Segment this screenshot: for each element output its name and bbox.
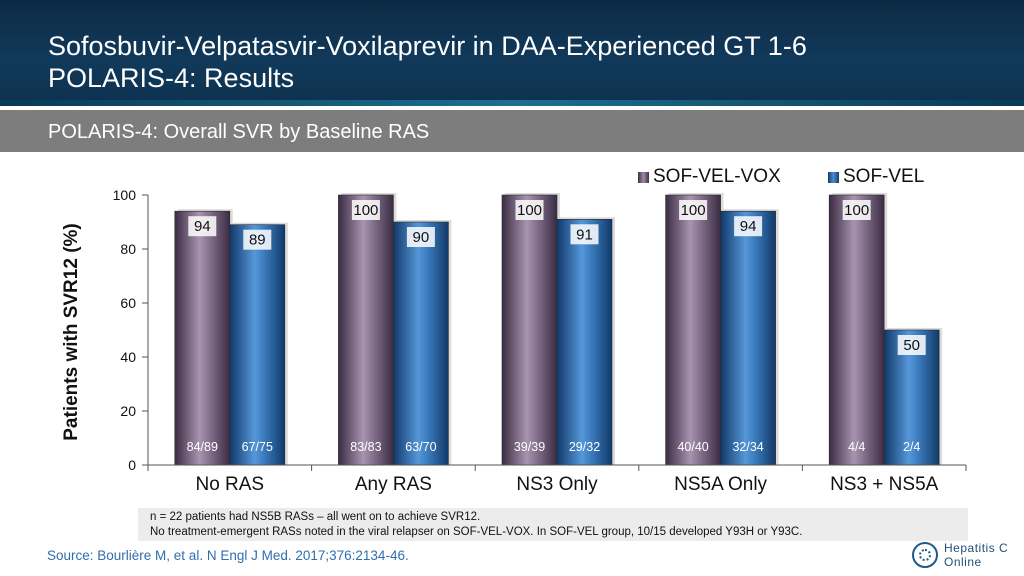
data-label-count: 32/34 [732,440,763,454]
x-tick-label: Any RAS [355,474,432,495]
bar-sof-vel-vox-ns3-only [501,194,558,466]
y-tick-label: 60 [120,295,136,311]
y-tick-label: 100 [113,187,137,203]
data-label-bg [679,200,708,220]
legend-label-sof-vel-vox: SOF-VEL-VOX [653,166,781,187]
footnote-line2: No treatment-emergent RASs noted in the … [150,526,803,538]
page-title-line1: Sofosbuvir-Velpatasvir-Voxilaprevir in D… [48,31,807,61]
bar-sof-vel-vox-ns5a-only [665,194,721,466]
bar-sof-vel-ns3-only [556,219,613,466]
x-tick-label: NS3 Only [516,474,598,495]
legend-item-sof-vel-vox: SOF-VEL-VOX [638,166,781,188]
data-label-value: 100 [353,202,378,219]
source-citation: Source: Bourlière M, et al. N Engl J Med… [47,548,409,563]
data-label-value: 100 [681,202,706,219]
bar-sof-vel-no-ras [229,224,286,466]
bar-sof-vel-vox-ns3-ns5a [828,194,885,466]
footnote-box: n = 22 patients had NS5B RASs – all went… [138,508,968,541]
subheader-bar [0,110,1024,152]
data-label-count: 67/75 [242,440,273,454]
page-title-line2: POLARIS-4: Results [48,63,295,93]
data-label-value: 94 [740,218,757,235]
chart-title: POLARIS-4: Overall SVR by Baseline RAS [48,121,430,143]
legend-swatch-sof-vel-vox [638,171,649,183]
y-tick-label: 20 [120,403,136,419]
logo-text: Hepatitis C Online [944,541,1008,569]
page-title: Sofosbuvir-Velpatasvir-Voxilaprevir in D… [48,30,807,94]
x-tick-label: No RAS [195,474,264,495]
data-label-bg [570,224,599,245]
logo-text-line1: Hepatitis C [944,541,1009,555]
hepatitis-c-online-logo: Hepatitis C Online [912,541,1008,569]
x-tick-label: NS3 + NS5A [830,474,939,495]
data-label-count: 63/70 [405,440,436,454]
data-label-bg [243,229,272,250]
bar-sof-vel-ns5a-only [720,210,776,466]
legend-swatch-sof-vel [828,171,839,183]
bar-sof-vel-vox-any-ras [338,194,394,466]
logo-text-line2: Online [944,555,982,569]
legend-label-sof-vel: SOF-VEL [843,166,925,187]
footnote-line1: n = 22 patients had NS5B RASs – all went… [150,511,481,523]
data-label-count: 84/89 [187,440,218,454]
data-label-count: 29/32 [569,440,600,454]
y-tick-label: 80 [120,241,136,257]
data-label-value: 89 [249,232,266,249]
bar-sof-vel-vox-no-ras [174,210,231,466]
data-label-value: 91 [576,226,593,243]
legend-item-sof-vel: SOF-VEL [828,166,924,188]
data-label-count: 40/40 [677,440,708,454]
data-label-count: 39/39 [514,440,545,454]
data-label-bg [406,227,435,247]
x-tick-label: NS5A Only [674,474,767,495]
data-label-bg [515,200,544,220]
data-label-value: 50 [903,337,920,354]
data-label-bg [351,200,380,220]
data-label-bg [188,216,217,237]
data-label-bg [734,216,763,237]
data-label-value: 100 [517,202,542,219]
logo-icon [912,542,938,568]
data-label-bg [897,335,926,355]
data-label-value: 90 [413,229,430,246]
data-label-count: 83/83 [350,440,381,454]
header-bar [0,0,1024,106]
bar-sof-vel-any-ras [393,221,449,466]
y-tick-label: 0 [128,457,136,473]
data-label-count: 4/4 [848,440,865,454]
y-tick-label: 40 [120,349,136,365]
data-label-value: 100 [844,202,869,219]
data-label-value: 94 [194,218,211,235]
data-label-count: 2/4 [903,440,920,454]
data-label-bg [842,200,871,220]
